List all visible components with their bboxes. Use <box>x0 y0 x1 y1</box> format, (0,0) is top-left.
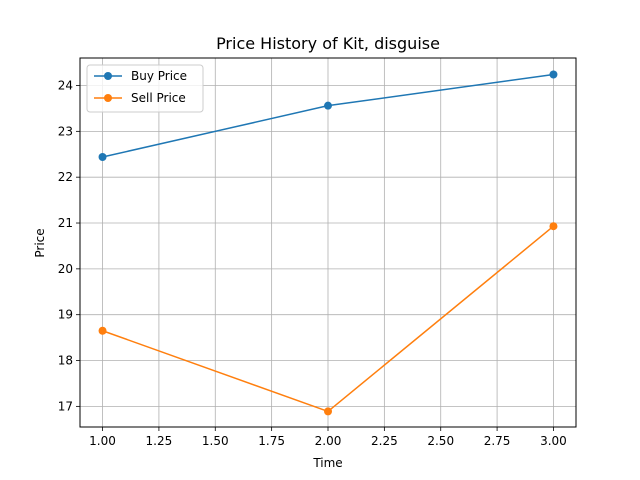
series-layer <box>98 70 558 416</box>
buy-price-point <box>549 70 558 79</box>
x-axis-label: Time <box>312 456 342 470</box>
x-axis-ticks: 1.00 1.25 1.50 1.75 2.00 2.25 2.50 2.75 3.00 <box>89 427 567 448</box>
y-axis-label: Price <box>33 228 47 257</box>
legend-item-buy-price: Buy Price <box>94 69 187 83</box>
buy-price-point <box>98 153 107 162</box>
y-tick-label: 20 <box>58 262 73 276</box>
y-tick-label: 21 <box>58 216 73 230</box>
legend-label: Sell Price <box>131 91 186 105</box>
sell-price-point <box>549 222 558 231</box>
legend: Buy Price Sell Price <box>86 64 204 113</box>
chart-title: Price History of Kit, disguise <box>216 34 440 53</box>
buy-price-point <box>324 101 332 110</box>
legend-swatch-marker <box>104 72 112 80</box>
y-tick-label: 19 <box>58 308 73 322</box>
x-tick-label: 2.50 <box>427 434 454 448</box>
legend-item-sell-price: Sell Price <box>94 91 186 105</box>
legend-label: Buy Price <box>131 69 187 83</box>
y-tick-label: 17 <box>58 399 73 413</box>
x-tick-label: 1.75 <box>258 434 285 448</box>
y-tick-label: 23 <box>58 124 73 138</box>
x-tick-label: 1.50 <box>202 434 229 448</box>
y-tick-label: 24 <box>58 79 73 93</box>
legend-swatch-marker <box>104 94 112 102</box>
x-tick-label: 1.00 <box>89 434 116 448</box>
grid-lines <box>80 58 576 427</box>
y-tick-label: 18 <box>58 354 73 368</box>
x-tick-label: 1.25 <box>146 434 173 448</box>
x-tick-label: 3.00 <box>540 434 567 448</box>
sell-price-point <box>98 326 107 335</box>
y-tick-label: 22 <box>58 170 73 184</box>
y-axis-ticks: 17 18 19 20 21 22 23 24 <box>58 79 80 413</box>
x-tick-label: 2.75 <box>484 434 511 448</box>
sell-price-point <box>324 407 332 416</box>
x-tick-label: 2.25 <box>371 434 398 448</box>
x-tick-label: 2.00 <box>315 434 342 448</box>
